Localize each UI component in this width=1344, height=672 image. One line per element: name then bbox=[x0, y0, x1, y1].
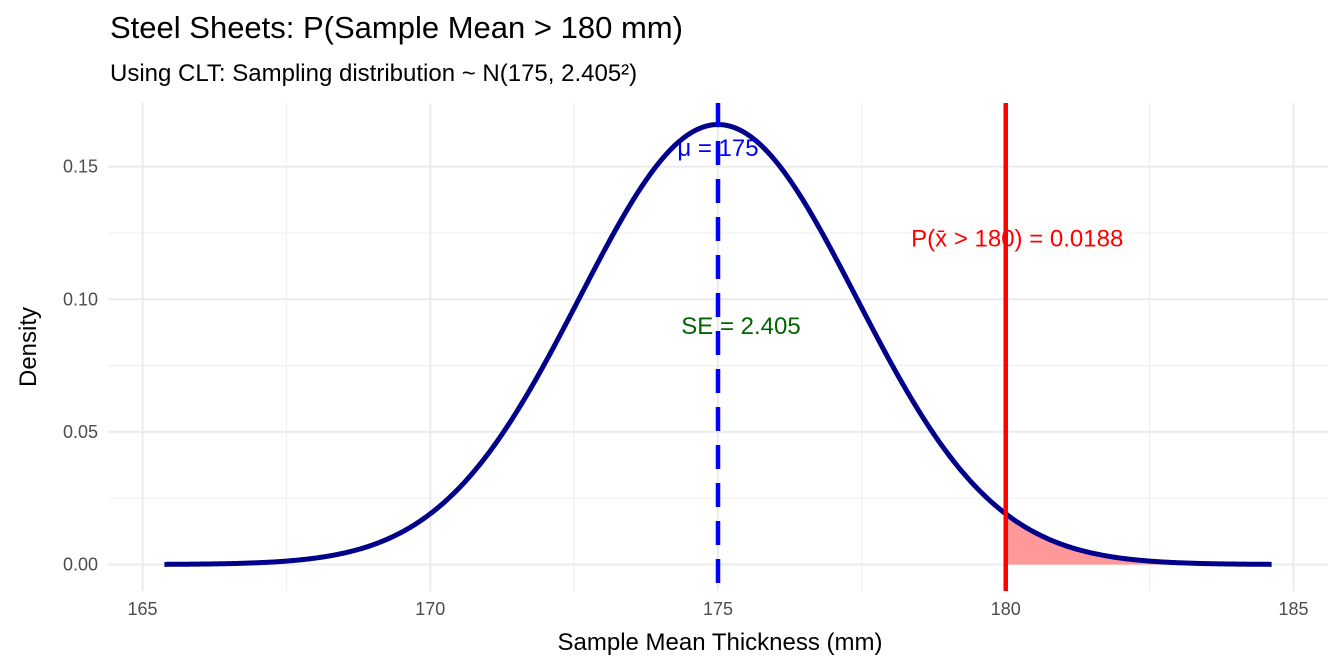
se-label: SE = 2.405 bbox=[681, 313, 800, 340]
shaded-tail-area bbox=[1005, 513, 1272, 565]
prob-label: P(x̄ > 180) = 0.0188 bbox=[911, 225, 1123, 252]
annotation-layer: μ = 175 SE = 2.405 P(x̄ > 180) = 0.0188 bbox=[677, 135, 1123, 340]
tick-layer: 165 170 175 180 185 0.00 0.05 0.10 0.15 bbox=[63, 157, 1309, 619]
y-tick-label: 0.15 bbox=[63, 157, 98, 177]
shaded-region-layer bbox=[1005, 513, 1272, 565]
y-tick-label: 0.00 bbox=[63, 554, 98, 574]
x-tick-label: 180 bbox=[991, 599, 1021, 619]
mu-label: μ = 175 bbox=[677, 135, 758, 162]
y-tick-label: 0.10 bbox=[63, 289, 98, 309]
chart-subtitle: Using CLT: Sampling distribution ~ N(175… bbox=[110, 60, 638, 87]
x-tick-label: 165 bbox=[128, 599, 158, 619]
chart-title: Steel Sheets: P(Sample Mean > 180 mm) bbox=[110, 10, 683, 45]
x-tick-label: 175 bbox=[703, 599, 733, 619]
vline-layer bbox=[715, 103, 1008, 591]
y-axis-label: Density bbox=[15, 307, 42, 387]
x-axis-label: Sample Mean Thickness (mm) bbox=[558, 629, 883, 656]
y-tick-label: 0.05 bbox=[63, 422, 98, 442]
x-tick-label: 185 bbox=[1278, 599, 1308, 619]
x-tick-label: 170 bbox=[415, 599, 445, 619]
